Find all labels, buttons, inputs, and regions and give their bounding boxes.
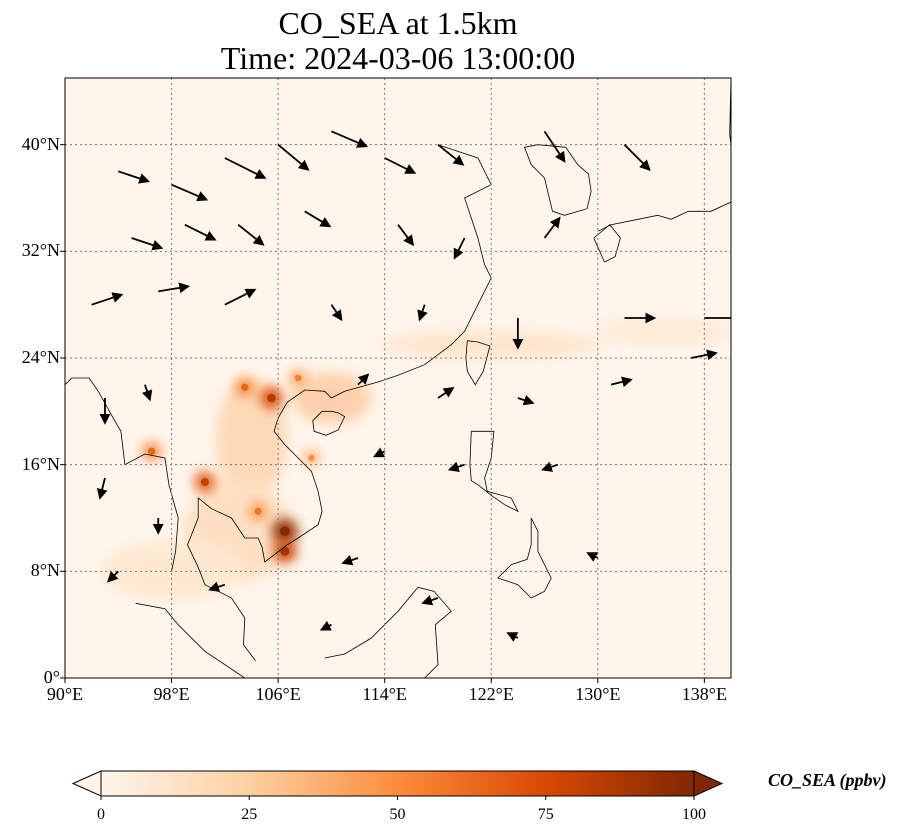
co-hotspot-core [254, 507, 262, 515]
wind-arrow [208, 581, 226, 592]
coastline [187, 144, 492, 661]
wind-arrow [330, 304, 343, 322]
wind-arrow [96, 477, 108, 500]
figure-title: CO_SEA at 1.5km [278, 5, 518, 41]
wind-arrow [543, 216, 561, 239]
colorbar-tick-label: 25 [241, 806, 258, 823]
map-data-layer [65, 78, 731, 678]
wind-arrow [331, 130, 369, 148]
colorbar-extend-min [71, 770, 102, 797]
wind-arrow [341, 555, 359, 566]
lon-tick-label: 130°E [575, 684, 621, 704]
co-hotspot-core [308, 454, 315, 462]
colorbar-gradient [100, 770, 695, 797]
colorbar-tick-label: 100 [682, 806, 706, 823]
colorbar-extend-max [693, 770, 724, 797]
wind-arrow [237, 223, 265, 246]
lon-tick-label: 114°E [362, 684, 407, 704]
coastline [465, 340, 491, 386]
coastline [497, 517, 552, 599]
wind-arrow [517, 395, 535, 406]
co-hotspot-core [279, 526, 290, 537]
lon-tick-label: 98°E [153, 684, 190, 704]
wind-arrow [304, 210, 332, 228]
colorbar-label: CO_SEA (ppbv) [768, 770, 887, 790]
wind-arrow [224, 288, 257, 306]
coastline [324, 586, 452, 678]
wind-arrow [610, 376, 633, 388]
coastline [312, 410, 346, 436]
co-hotspot-core [200, 477, 209, 487]
wind-arrow [141, 384, 153, 402]
wind-arrow [357, 373, 370, 386]
wind-arrow [541, 461, 559, 472]
wind-arrow [447, 461, 465, 472]
colorbar-tick-label: 50 [389, 806, 406, 823]
wind-arrow [397, 224, 415, 247]
wind-arrow [117, 170, 150, 184]
wind-arrow [277, 143, 310, 171]
lat-tick-label: 8°N [30, 560, 60, 581]
co-hotspot-core [294, 374, 302, 382]
lat-tick-label: 0° [43, 667, 60, 687]
plume-patch [594, 317, 731, 346]
wind-arrow [506, 632, 519, 642]
wind-arrow [224, 157, 267, 179]
lat-tick-label: 32°N [21, 240, 60, 261]
coastline [135, 602, 246, 678]
coastline [65, 377, 179, 572]
wind-arrow [319, 620, 332, 631]
wind-arrow [437, 143, 465, 166]
wind-arrow [417, 304, 428, 322]
wind-arrow [690, 349, 718, 361]
lon-tick-label: 90°E [46, 684, 84, 704]
lat-tick-label: 16°N [21, 453, 60, 474]
wind-arrow [158, 282, 191, 294]
co-hotspot-core [267, 393, 276, 403]
map-frame [64, 77, 732, 679]
co-hotspot-core [241, 383, 249, 391]
wind-arrow [171, 183, 209, 202]
wind-arrow [131, 237, 164, 251]
colorbar-tick-label: 0 [97, 806, 105, 823]
wind-arrow [91, 292, 124, 306]
lon-tick-label: 122°E [468, 684, 514, 704]
lon-tick-label: 106°E [255, 684, 301, 704]
wind-arrow [421, 595, 439, 606]
wind-arrow [453, 237, 466, 260]
wind-arrow [184, 223, 217, 241]
wind-arrow [437, 387, 455, 399]
co-hotspot-core [280, 546, 290, 556]
lat-tick-label: 40°N [21, 133, 60, 154]
wind-arrow [107, 570, 119, 583]
wind-arrow [384, 157, 417, 174]
co-hotspot-core [147, 447, 156, 455]
lat-tick-label: 24°N [21, 347, 60, 367]
colorbar-tick-label: 75 [537, 806, 554, 823]
wind-arrow [543, 130, 566, 163]
figure-subtitle-time: Time: 2024-03-06 13:00:00 [220, 40, 576, 76]
wind-arrow [373, 447, 386, 458]
lon-tick-label: 138°E [681, 684, 727, 704]
coastline [523, 144, 592, 216]
wind-arrow [586, 552, 599, 562]
wind-arrow [623, 144, 651, 171]
coastline [593, 224, 621, 263]
